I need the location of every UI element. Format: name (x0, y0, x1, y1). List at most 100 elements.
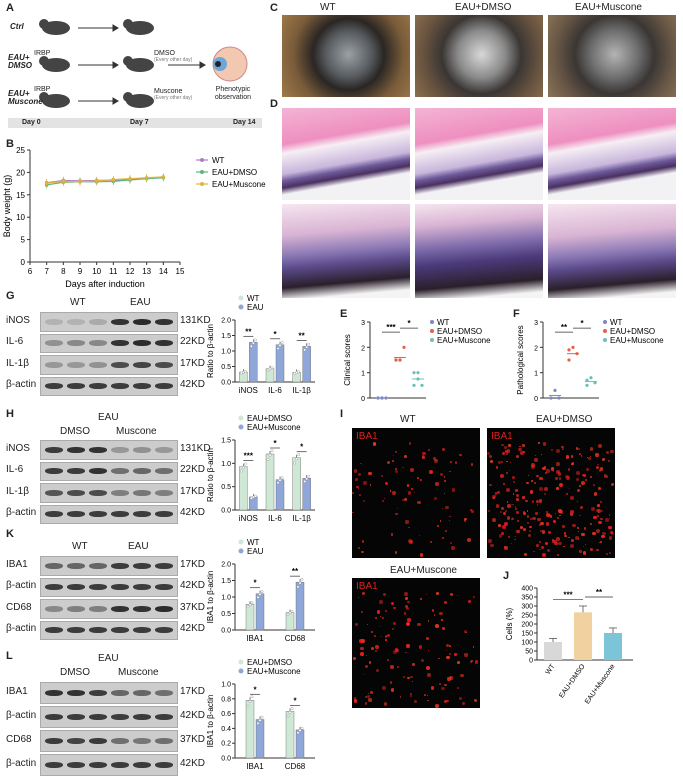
y-tick-label: 1.5 (221, 578, 231, 585)
iba1-positive-cell (516, 455, 519, 458)
blot-kd-label: 42KD (180, 507, 206, 519)
iba1-positive-cell (370, 630, 374, 634)
iba1-positive-cell (412, 663, 415, 666)
y-tick-label: 200 (521, 622, 533, 629)
iba1-positive-cell (537, 517, 541, 522)
y-tick-label: 150 (521, 631, 533, 638)
iba1-positive-cell (572, 461, 574, 464)
legend-marker (603, 329, 607, 333)
iba1-positive-cell (575, 471, 580, 475)
i-title-muscone: EAU+Muscone (390, 565, 457, 576)
data-point (251, 341, 255, 345)
iba1-positive-cell (489, 460, 494, 464)
blot-kd-label: 42KD (180, 580, 206, 592)
data-point (553, 388, 557, 392)
legend-marker (603, 320, 607, 324)
iba1-positive-cell (515, 489, 519, 492)
iba1-positive-cell (598, 444, 602, 449)
panel-label-d: D (270, 98, 278, 110)
blot-band (67, 511, 85, 518)
iba1-positive-cell (504, 521, 508, 526)
iba1-positive-cell (411, 488, 413, 490)
blot-strip (40, 577, 178, 597)
bar (239, 466, 248, 511)
iba1-positive-cell (597, 509, 602, 513)
iba1-positive-cell (543, 465, 547, 468)
x-tick-label: iNOS (239, 386, 258, 395)
iba1-positive-cell (407, 600, 410, 604)
day7: Day 7 (130, 119, 149, 126)
legend-marker (238, 295, 244, 301)
iba1-positive-cell (506, 449, 511, 453)
blot-band (111, 738, 129, 744)
data-point (567, 348, 571, 352)
iba1-positive-cell (582, 551, 587, 555)
iba1-positive-cell (581, 480, 585, 485)
data-point (286, 612, 290, 616)
blot-strip (40, 376, 178, 396)
blot-g-header-wt: WT (70, 297, 86, 308)
legend-marker (430, 329, 434, 333)
iba1-positive-cell (433, 614, 436, 616)
iba1-positive-cell (554, 541, 558, 545)
y-tick-label: 2 (361, 345, 365, 352)
iba1-positive-cell (578, 538, 580, 540)
iba1-positive-cell (411, 680, 413, 683)
iba1-positive-cell (506, 487, 511, 492)
iba1-positive-cell (557, 472, 562, 476)
blot-band (89, 468, 107, 475)
data-point (280, 341, 284, 344)
x-tick-label: EAU+DMSO (558, 663, 587, 700)
iba1-positive-cell (474, 660, 479, 664)
y-tick-label: 0.0 (221, 756, 231, 763)
irbp-label-2: IRBP (34, 86, 51, 93)
data-point (270, 449, 274, 453)
iba1-positive-cell (390, 688, 395, 692)
iba1-positive-cell (500, 460, 504, 464)
iba1-positive-cell (417, 501, 421, 505)
iba1-positive-cell (404, 592, 409, 596)
iba1-positive-cell (457, 652, 459, 655)
iba1-positive-cell (362, 673, 364, 676)
iba1-positive-cell (487, 538, 492, 543)
iba1-positive-cell (507, 535, 510, 538)
iba1-positive-cell (387, 634, 391, 638)
y-tick-label: 0.0 (221, 508, 231, 515)
iba1-positive-cell (364, 664, 369, 668)
iba1-positive-cell (506, 501, 509, 504)
blot-kd-label: 42KD (180, 379, 206, 391)
data-point (239, 469, 243, 473)
iba1-positive-cell (534, 457, 539, 462)
iba1-positive-cell (538, 498, 543, 503)
iba1-positive-cell (592, 531, 596, 535)
iba1-positive-cell (404, 597, 408, 601)
data-point (276, 481, 280, 485)
iba1-positive-cell (495, 504, 500, 508)
data-point (303, 480, 307, 483)
blot-band (89, 690, 107, 696)
iba1-positive-cell (448, 470, 451, 473)
y-tick-label: 2 (534, 345, 538, 352)
iba1-positive-cell (389, 681, 393, 684)
data-point (416, 377, 420, 381)
iba1-positive-cell (546, 522, 550, 526)
data-point (258, 593, 262, 596)
blot-band (45, 318, 63, 325)
iba1-positive-cell (596, 504, 600, 508)
blot-band (111, 318, 129, 325)
data-point (278, 478, 282, 482)
sig-mark: * (300, 443, 304, 452)
data-point (249, 344, 253, 348)
iba1-positive-cell (352, 511, 354, 514)
y-tick-label: 1 (361, 371, 365, 378)
iba1-positive-cell (361, 592, 365, 596)
iba1-positive-cell (597, 463, 599, 466)
blot-band (133, 605, 151, 612)
iba1-positive-cell (504, 546, 508, 551)
y-tick-label: 15 (16, 191, 25, 200)
data-point (253, 494, 257, 498)
legend-marker (238, 415, 244, 421)
iba1-positive-cell (358, 547, 360, 549)
iba1-positive-cell (511, 516, 513, 518)
y-tick-label: 250 (521, 613, 533, 620)
